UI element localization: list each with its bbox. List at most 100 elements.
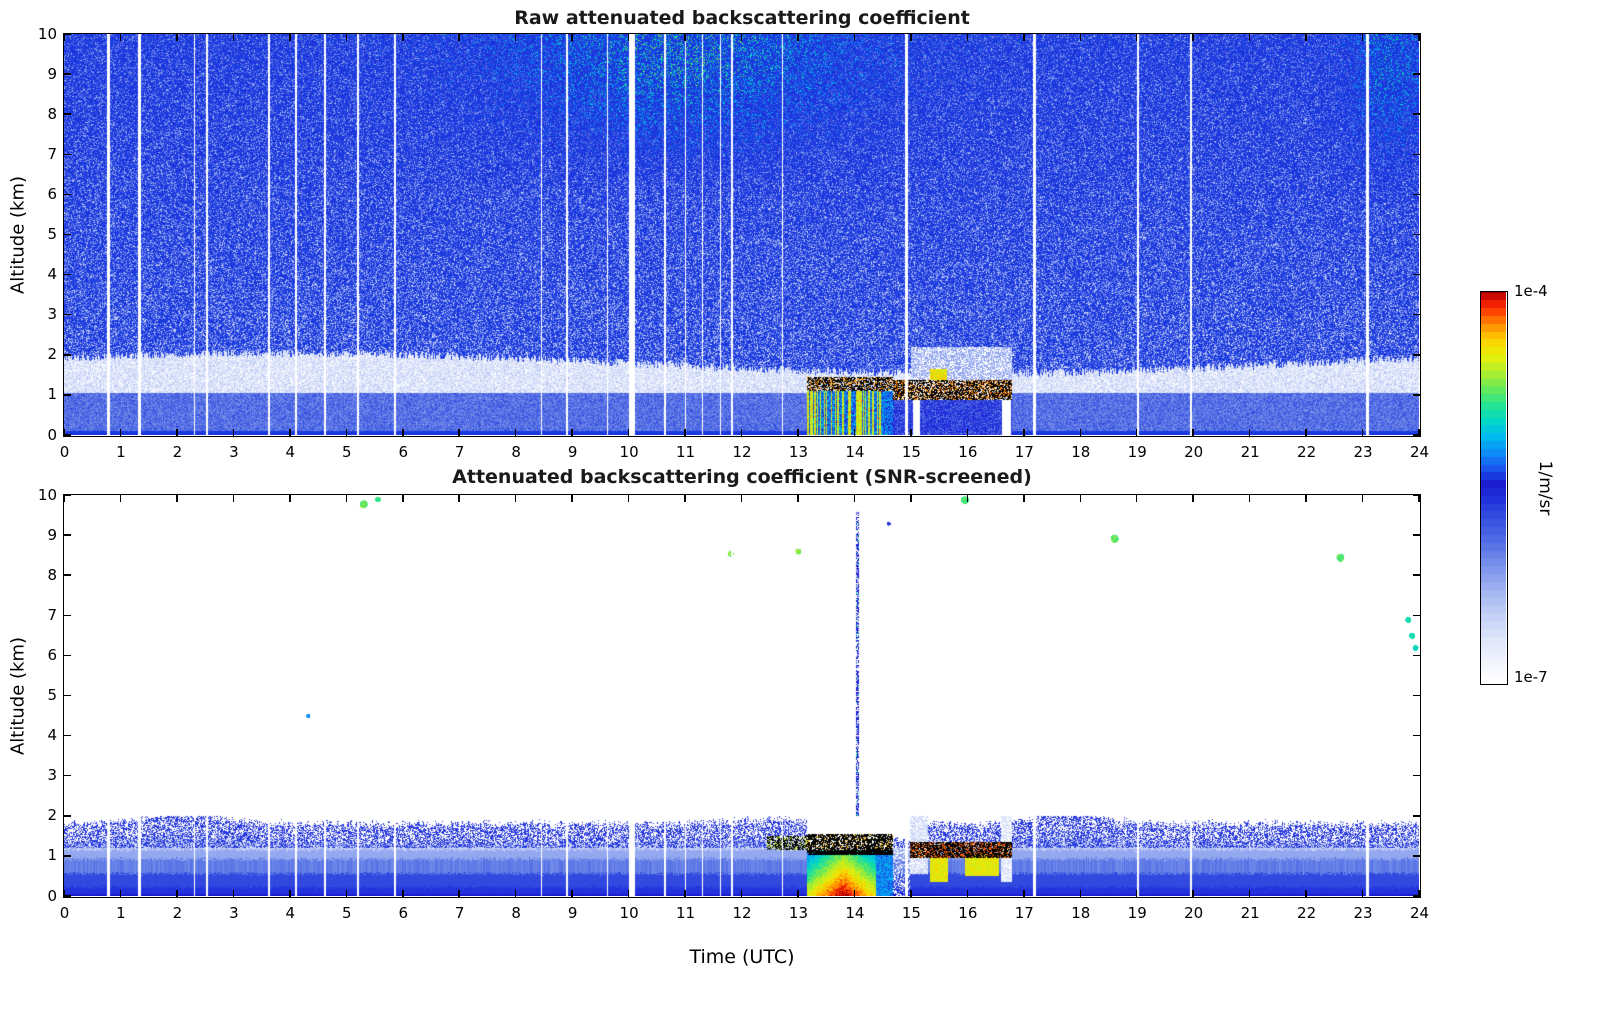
x-tick [1305, 34, 1307, 41]
x-tick-label: 5 [342, 443, 352, 461]
colorbar-gradient [1481, 292, 1506, 683]
x-tick [853, 429, 856, 436]
x-tick [402, 890, 404, 897]
y-tick [64, 153, 71, 156]
x-tick-label: 12 [732, 904, 752, 922]
y-tick [1413, 654, 1420, 657]
x-tick [119, 890, 122, 897]
y-tick [64, 895, 71, 897]
x-tick [797, 429, 799, 436]
x-tick [514, 495, 517, 502]
x-tick-label: 23 [1353, 443, 1373, 461]
y-tick-label: 9 [47, 64, 57, 83]
x-tick-label: 4 [285, 904, 296, 922]
x-tick-label: 16 [958, 904, 978, 922]
y-tick [1413, 313, 1420, 316]
x-tick [402, 34, 404, 41]
x-tick-label: 13 [788, 443, 808, 461]
y-tick [64, 815, 71, 817]
x-tick-label: 7 [454, 904, 465, 922]
x-tick [63, 495, 65, 502]
x-tick [571, 890, 573, 897]
x-tick-label: 9 [567, 904, 578, 922]
x-tick-label: 1 [116, 904, 126, 922]
y-tick-label: 1 [47, 846, 57, 865]
x-tick [966, 429, 969, 436]
x-tick-label: 18 [1071, 443, 1091, 461]
x-tick [232, 890, 235, 897]
y-tick-label: 4 [47, 726, 57, 745]
colorbar-units-label: 1/m/sr [1535, 460, 1555, 516]
x-tick [571, 429, 573, 436]
x-tick [458, 890, 460, 897]
x-tick [966, 890, 969, 897]
y-tick [1413, 614, 1420, 617]
x-tick [289, 429, 291, 436]
x-tick [797, 495, 799, 502]
x-tick-label: 12 [732, 443, 752, 461]
x-tick [627, 890, 630, 897]
x-tick-label: 6 [398, 443, 409, 461]
x-tick-label: 24 [1409, 904, 1430, 922]
x-tick [1192, 429, 1194, 436]
x-tick [1023, 429, 1025, 436]
y-tick-label: 5 [47, 686, 57, 704]
x-tick-label: 24 [1409, 443, 1430, 461]
x-tick [289, 890, 291, 897]
x-tick [910, 890, 912, 897]
x-tick [627, 34, 630, 41]
screened-heatmap-plot [63, 494, 1421, 898]
y-tick [64, 73, 71, 75]
x-tick [1248, 495, 1251, 502]
x-tick-label: 19 [1127, 443, 1147, 461]
screened-heatmap-canvas [64, 495, 1419, 896]
x-tick-label: 2 [172, 904, 183, 922]
x-tick [1079, 890, 1081, 897]
x-tick [1248, 890, 1251, 897]
x-tick-label: 3 [229, 443, 239, 461]
x-tick [63, 890, 65, 897]
x-tick [1418, 429, 1420, 436]
y-tick [1413, 434, 1420, 436]
x-tick-label: 11 [675, 904, 696, 922]
y-tick-label: 0 [47, 886, 57, 905]
x-tick [571, 495, 573, 502]
y-tick [64, 494, 71, 496]
x-tick [1192, 890, 1194, 897]
y-tick [64, 434, 71, 436]
y-tick [64, 193, 71, 196]
panel-title-raw: Raw attenuated backscattering coefficien… [514, 7, 970, 29]
colorbar-max-label: 1e-4 [1514, 282, 1548, 300]
x-tick-label: 10 [619, 904, 639, 922]
x-tick [740, 495, 743, 502]
y-tick [64, 273, 71, 276]
y-tick [64, 233, 71, 236]
x-tick [1418, 495, 1420, 502]
x-tick [176, 495, 178, 502]
x-tick [1192, 34, 1194, 41]
y-tick [1413, 815, 1420, 817]
y-tick-label: 7 [47, 605, 57, 624]
x-tick [458, 34, 460, 41]
y-tick [1413, 895, 1420, 897]
x-tick-label: 0 [59, 904, 70, 922]
y-tick [1413, 774, 1420, 777]
x-tick-label: 20 [1184, 904, 1204, 922]
y-tick-label: 0 [47, 425, 57, 444]
y-tick [1413, 193, 1420, 196]
y-tick [1413, 574, 1420, 576]
x-tick [119, 34, 122, 41]
x-tick [684, 34, 686, 41]
x-tick [232, 429, 235, 436]
y-tick [1413, 233, 1420, 236]
x-tick-label: 21 [1240, 904, 1260, 922]
x-tick [1305, 429, 1307, 436]
x-tick [1192, 495, 1194, 502]
y-tick [64, 774, 71, 777]
x-tick-label: 10 [619, 443, 639, 461]
x-tick [627, 429, 630, 436]
x-tick-label: 14 [845, 904, 865, 922]
y-tick [64, 113, 71, 115]
x-tick [1305, 890, 1307, 897]
y-tick-label: 7 [47, 144, 57, 163]
